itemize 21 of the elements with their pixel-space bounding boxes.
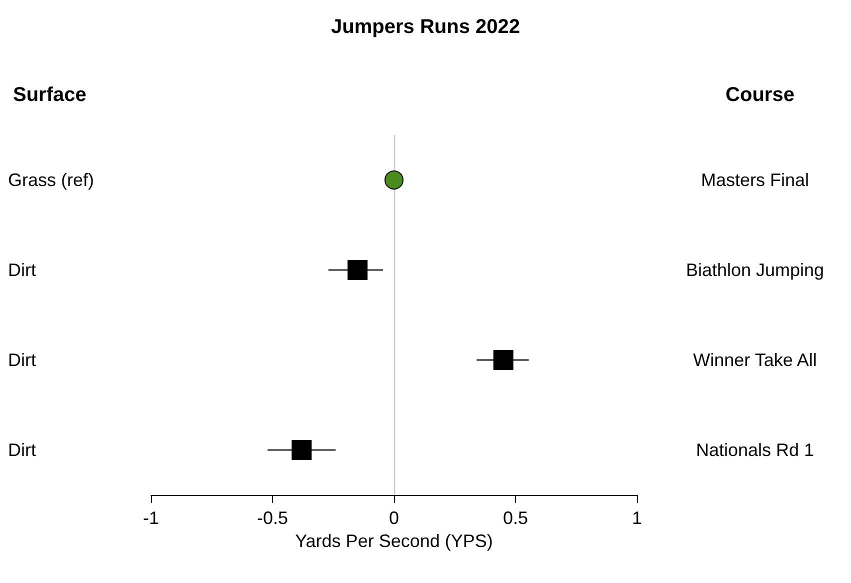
y2-tick-label: Masters Final (700, 170, 810, 190)
y-tick-label: Dirt (8, 440, 36, 460)
point (348, 260, 368, 280)
y-tick-label: Dirt (8, 260, 36, 280)
y-tick-label: Grass (ref) (8, 170, 94, 190)
x-tick-label: 0.5 (502, 508, 528, 528)
y-tick-label: Dirt (8, 350, 36, 370)
point (493, 350, 514, 370)
y2-axis-title: Course (726, 84, 794, 106)
x-tick-label: -0.5 (256, 508, 288, 528)
point (292, 440, 312, 460)
y2-tick-label: Biathlon Jumping (686, 260, 824, 280)
x-tick-label: -1 (142, 508, 160, 528)
x-tick-label: 1 (632, 508, 642, 528)
x-tick-label: 0 (388, 508, 400, 528)
y2-tick-label: Nationals Rd 1 (696, 440, 814, 460)
y-axis-title: Surface (13, 84, 86, 106)
chart-title: Jumpers Runs 2022 (331, 16, 520, 38)
x-axis-title: Yards Per Second (YPS) (295, 530, 493, 551)
y2-tick-label: Winner Take All (693, 350, 817, 370)
point (384, 170, 404, 190)
